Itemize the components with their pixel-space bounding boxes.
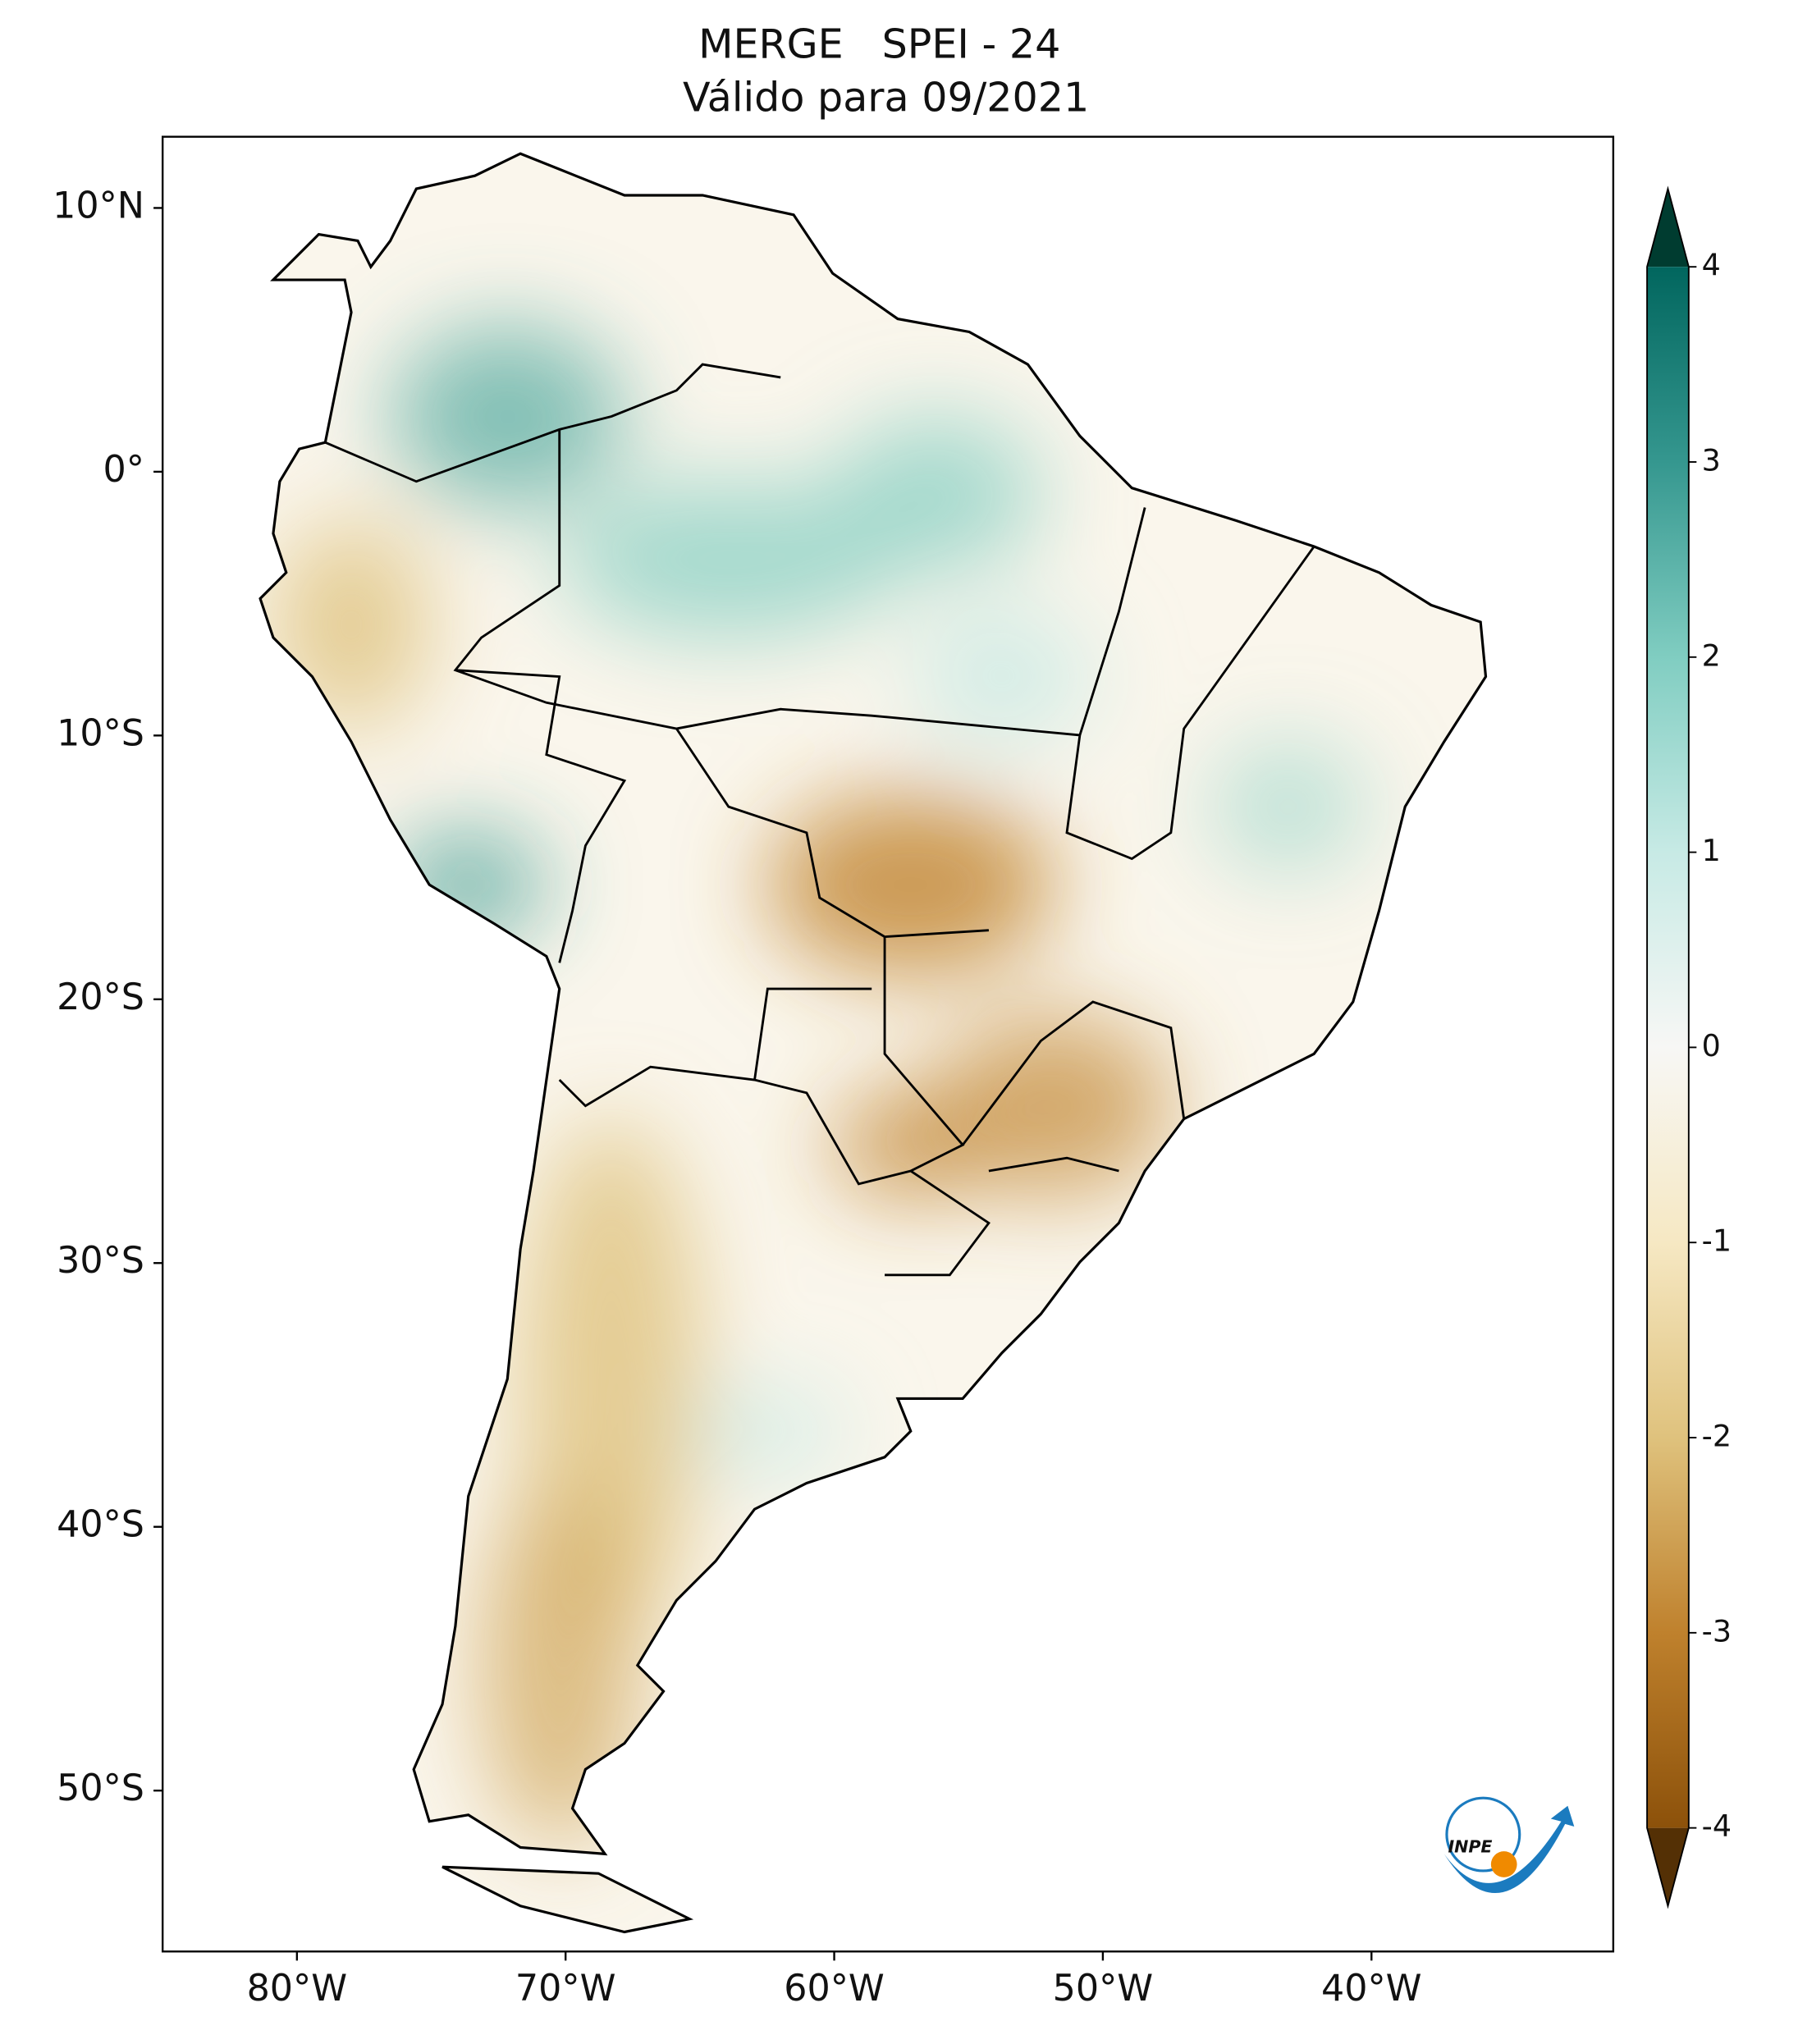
y-tick-label: 40°S: [57, 1504, 144, 1546]
logo-dot: [1490, 1851, 1517, 1877]
x-tick-label: 60°W: [784, 1968, 885, 2010]
y-tick-label: 20°S: [57, 976, 144, 1018]
land-fill: [260, 153, 1486, 1932]
colorbar-extend-high: [1647, 189, 1689, 268]
map-title: MERGE SPEI - 24: [698, 21, 1060, 68]
logo-ring: [1445, 1796, 1521, 1873]
colorbar-tick-label: -1: [1702, 1223, 1732, 1259]
y-tick-label: 0°: [103, 449, 144, 491]
x-tick-label: 80°W: [247, 1968, 348, 2010]
colorbar-tick-label: 3: [1702, 442, 1721, 478]
colorbar-tick-label: 4: [1702, 248, 1721, 283]
colorbar: [1647, 267, 1689, 1828]
x-tick-label: 50°W: [1053, 1968, 1154, 2010]
y-tick-label: 10°S: [57, 712, 144, 754]
colorbar-tick-label: 2: [1702, 638, 1721, 673]
logo: INPE: [1443, 1796, 1575, 1894]
y-tick-label: 10°N: [53, 185, 144, 226]
map-frame: [161, 135, 1615, 1953]
coastline: [258, 152, 1488, 1934]
map-subtitle: Válido para 09/2021: [683, 74, 1089, 121]
colorbar-tick-label: 0: [1702, 1028, 1721, 1063]
y-tick-label: 30°S: [57, 1240, 144, 1282]
logo-swoosh: [1443, 1805, 1575, 1894]
x-tick-label: 70°W: [515, 1968, 616, 2010]
colorbar-tick-label: -2: [1702, 1419, 1732, 1454]
x-tick-label: 40°W: [1321, 1968, 1422, 2010]
colorbar-tick-label: 1: [1702, 833, 1721, 868]
y-tick-label: 50°S: [57, 1767, 144, 1809]
borders: [324, 363, 1315, 1277]
colorbar-tick-label: -3: [1702, 1613, 1732, 1648]
colorbar-tick-label: -4: [1702, 1809, 1732, 1844]
colorbar-extend-low: [1647, 1827, 1689, 1906]
logo-text: INPE: [1448, 1836, 1492, 1856]
